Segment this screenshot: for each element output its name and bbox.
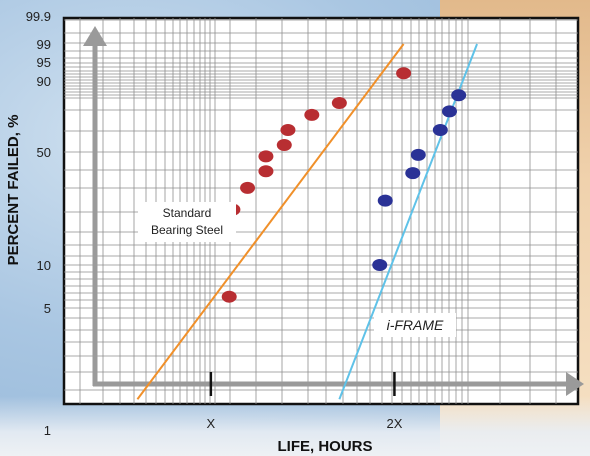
y-tick-label: 90	[37, 74, 51, 89]
data-point-series-1	[432, 123, 448, 136]
y-tick-label: 99.9	[26, 9, 51, 24]
y-tick-label: 1	[44, 423, 51, 438]
data-point-series-1	[442, 105, 457, 118]
data-point-series-1	[405, 167, 421, 180]
y-tick-label: 95	[37, 55, 51, 70]
background-bottom	[0, 396, 590, 456]
data-point-series-1	[377, 194, 393, 207]
data-point-series-0	[258, 150, 274, 163]
chart-marks	[136, 43, 478, 400]
y-tick-label: 99	[37, 37, 51, 52]
data-point-series-0	[331, 97, 347, 110]
y-axis-title: PERCENT FAILED, %	[5, 115, 22, 266]
annotation-standard-line1: Standard	[163, 206, 212, 220]
data-point-series-0	[221, 290, 237, 303]
fit-line-series-1	[338, 43, 478, 400]
annotation-standard-line2: Bearing Steel	[151, 223, 223, 237]
annotation-iframe: i-FRAME	[387, 317, 444, 333]
data-point-series-1	[372, 259, 388, 271]
x-tick-label: 2X	[386, 416, 402, 431]
data-point-series-1	[451, 89, 467, 102]
x-axis-title: LIFE, HOURS	[277, 438, 372, 455]
y-tick-label: 50	[37, 145, 51, 160]
y-tick-label: 5	[44, 301, 51, 316]
x-tick-label: X	[207, 416, 216, 431]
iframe-label-box	[374, 313, 456, 337]
data-point-series-0	[304, 108, 320, 121]
data-point-series-1	[410, 148, 426, 161]
data-point-series-0	[276, 138, 292, 151]
fit-line-series-0	[136, 43, 405, 400]
axis-arrows	[83, 26, 584, 396]
tick-labels: X 2X 1 5 10 50 90 95 99 99.9	[26, 9, 403, 438]
y-tick-label: 10	[37, 258, 51, 273]
data-point-series-0	[396, 67, 412, 80]
data-point-series-0	[280, 123, 296, 136]
data-point-series-0	[240, 181, 256, 194]
grid-lines	[64, 18, 578, 404]
data-point-series-0	[258, 165, 274, 178]
standard-label-box	[138, 202, 236, 242]
